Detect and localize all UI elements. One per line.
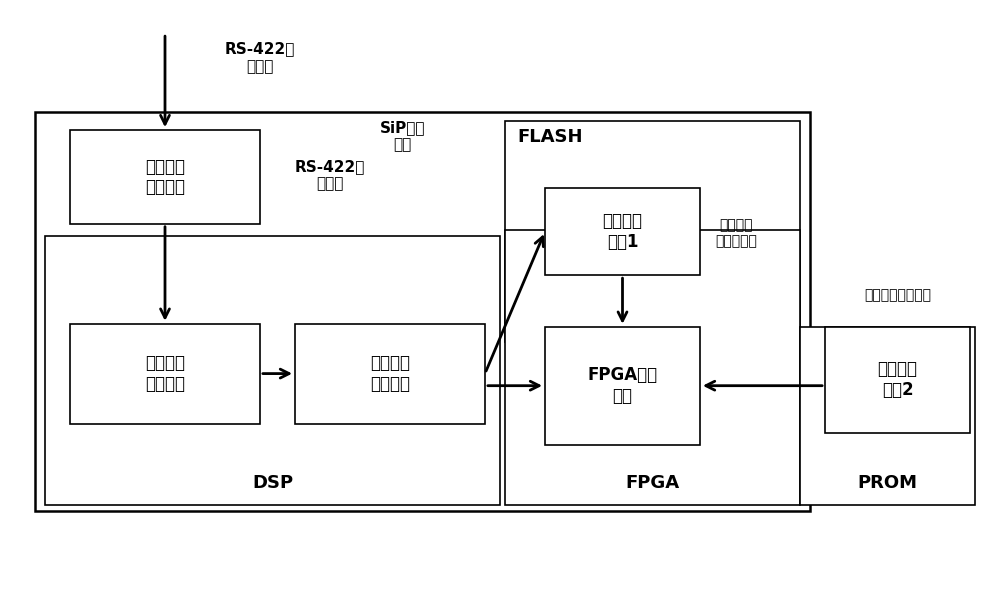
Text: 串行加载（默认）: 串行加载（默认） <box>864 289 931 302</box>
Bar <box>295 324 485 424</box>
Text: 自举配置
单元2: 自举配置 单元2 <box>878 360 918 399</box>
Bar <box>70 324 260 424</box>
Bar <box>505 230 800 505</box>
Text: PROM: PROM <box>858 474 918 492</box>
Bar <box>800 327 975 505</box>
Bar <box>45 236 500 505</box>
Text: DSP: DSP <box>252 474 293 492</box>
Text: 配置数据
接口单元: 配置数据 接口单元 <box>145 157 185 197</box>
Bar <box>825 327 970 433</box>
Text: FPGA: FPGA <box>625 474 680 492</box>
Text: 自举配置
单元1: 自举配置 单元1 <box>602 212 642 251</box>
Bar <box>545 327 700 445</box>
Bar <box>505 121 800 342</box>
Bar <box>35 112 810 511</box>
Text: 并行加载
（需配置）: 并行加载 （需配置） <box>715 218 757 248</box>
Text: SiP模块
内部: SiP模块 内部 <box>380 120 426 152</box>
Text: FPGA功能
单元: FPGA功能 单元 <box>587 366 658 405</box>
Text: FLASH: FLASH <box>517 128 582 146</box>
Text: 时序状态
转换单元: 时序状态 转换单元 <box>370 354 410 393</box>
Text: RS-422接
口数据: RS-422接 口数据 <box>225 41 295 74</box>
Bar <box>70 130 260 224</box>
Bar <box>545 188 700 275</box>
Text: RS-422接
口器件: RS-422接 口器件 <box>295 159 365 192</box>
Text: 配置信号
发生单元: 配置信号 发生单元 <box>145 354 185 393</box>
